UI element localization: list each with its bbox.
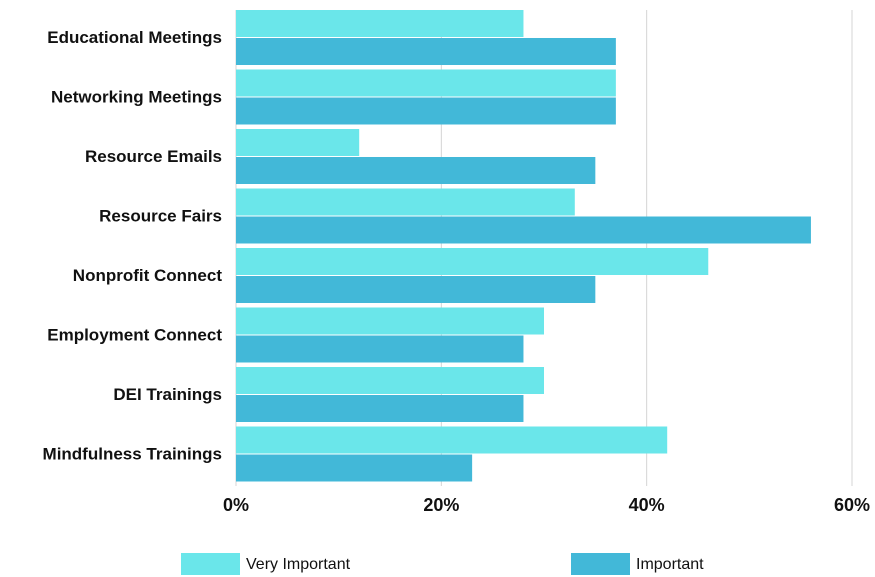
bar	[236, 335, 524, 363]
y-tick-label: Mindfulness Trainings	[43, 445, 222, 464]
bar	[236, 157, 596, 184]
legend-swatch	[181, 553, 240, 575]
y-tick-label: Resource Fairs	[99, 207, 222, 226]
y-tick-label: Resource Emails	[85, 147, 222, 166]
bar	[236, 216, 811, 244]
bar	[236, 276, 596, 303]
legend-label: Important	[636, 556, 704, 573]
legend-swatch	[571, 553, 630, 575]
y-tick-label: DEI Trainings	[113, 385, 222, 404]
y-tick-label: Educational Meetings	[47, 28, 222, 47]
bar	[236, 395, 524, 422]
bar	[236, 454, 473, 482]
bar	[236, 97, 616, 125]
bar	[236, 188, 575, 216]
bar	[236, 248, 709, 275]
x-tick-label: 60%	[834, 495, 870, 515]
y-tick-label: Networking Meetings	[51, 88, 222, 107]
x-tick-label: 0%	[223, 495, 249, 515]
legend-label: Very Important	[246, 556, 351, 573]
bar	[236, 69, 616, 97]
y-tick-label: Employment Connect	[47, 326, 222, 345]
bar	[236, 426, 668, 454]
bar	[236, 10, 524, 37]
x-tick-label: 40%	[629, 495, 665, 515]
bar	[236, 129, 360, 156]
bar	[236, 38, 616, 65]
y-tick-label: Nonprofit Connect	[73, 266, 223, 285]
bar	[236, 367, 544, 394]
bar	[236, 307, 544, 335]
x-tick-label: 20%	[423, 495, 459, 515]
